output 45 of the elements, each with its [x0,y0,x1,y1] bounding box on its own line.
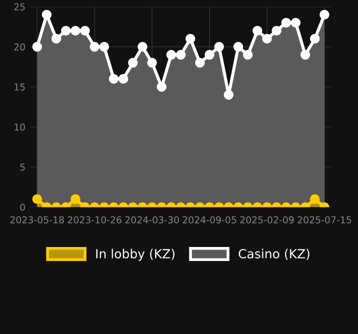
point [42,10,52,20]
point [80,26,90,36]
point [214,42,224,52]
point [128,58,138,68]
point [186,34,196,44]
x-tick-label: 2023-10-26 [68,216,122,224]
x-tick-label: 2024-03-30 [125,216,179,224]
point [320,10,330,20]
x-tick-label: 2024-09-05 [182,216,236,224]
point [32,42,42,52]
point [156,82,166,92]
y-tick-label: 5 [20,164,25,171]
x-tick-label: 2025-02-09 [240,216,294,224]
x-tick-label: 2023-05-18 [10,216,64,224]
point [195,58,205,68]
point [176,50,186,60]
point [310,34,320,44]
point [300,50,310,60]
point [51,34,62,44]
y-tick-label: 0 [20,204,25,211]
y-tick-label: 15 [14,84,25,91]
point [224,90,234,100]
point [262,34,272,44]
point [281,18,291,28]
point [233,42,244,52]
y-tick-label: 25 [14,3,25,10]
legend-label: Casino (KZ) [238,248,310,260]
y-tick-label: 10 [14,124,25,131]
point [166,50,176,60]
point [138,42,148,52]
point [90,42,100,52]
y-tick-label: 20 [14,43,25,50]
point [272,26,282,36]
point [252,26,262,36]
x-tick-label: 2025-07-15 [298,216,352,224]
point [204,50,214,60]
point [147,58,157,68]
point [108,74,119,84]
point [290,18,301,28]
point [70,26,80,36]
legend-label: In lobby (KZ) [96,248,174,261]
point [61,26,71,36]
point [118,74,128,84]
point [99,42,110,52]
point [242,50,253,60]
